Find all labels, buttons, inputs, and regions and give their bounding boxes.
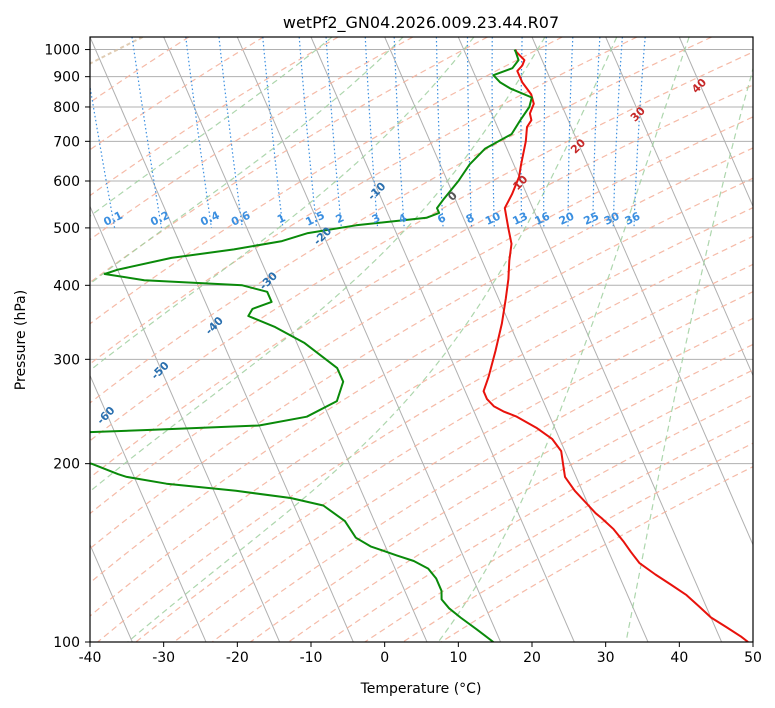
dry-adiabat bbox=[326, 394, 753, 642]
dry-adiabat bbox=[90, 37, 712, 404]
y-tick-label: 700 bbox=[53, 134, 80, 150]
moist-adiabat bbox=[127, 37, 618, 642]
isotherm-line bbox=[457, 37, 723, 642]
isotherm-line bbox=[90, 374, 207, 642]
mixing-ratio-line bbox=[298, 37, 318, 228]
y-tick-label: 100 bbox=[53, 635, 80, 651]
y-axis-title: Pressure (hPa) bbox=[13, 290, 29, 390]
mixing-ratio-label: 30 bbox=[602, 209, 622, 227]
mixing-ratio-label: 36 bbox=[623, 209, 643, 227]
y-tick-label: 200 bbox=[53, 457, 80, 473]
isotherm-line bbox=[90, 37, 354, 642]
temperature-profile bbox=[482, 49, 749, 642]
mixing-ratio-label: 25 bbox=[582, 210, 601, 228]
mixing-ratio-line bbox=[262, 37, 284, 228]
y-tick-label: 300 bbox=[53, 352, 80, 368]
y-tick-label: 900 bbox=[53, 70, 80, 86]
dry-adiabat bbox=[211, 317, 753, 642]
moist-adiabat bbox=[90, 37, 404, 285]
x-axis-title: Temperature (°C) bbox=[360, 681, 482, 697]
mixing-ratio-label: 16 bbox=[533, 209, 553, 227]
dry-adiabat bbox=[90, 177, 753, 584]
moist-adiabat bbox=[90, 37, 333, 217]
isotherm-line bbox=[236, 37, 502, 642]
dewpoint-profile bbox=[90, 49, 533, 642]
dry-adiabat bbox=[90, 84, 753, 479]
y-tick-label: 1000 bbox=[44, 43, 80, 59]
mixing-ratio-label: 13 bbox=[511, 210, 530, 228]
dry-adiabat bbox=[90, 51, 753, 442]
dry-adiabat bbox=[90, 37, 638, 365]
dry-adiabat bbox=[90, 116, 753, 515]
x-tick-label: -30 bbox=[152, 650, 175, 666]
dry-adiabat bbox=[90, 147, 753, 550]
isotherm-line bbox=[384, 37, 649, 642]
y-tick-label: 400 bbox=[53, 278, 80, 294]
mixing-ratio-line bbox=[218, 37, 243, 228]
moist-adiabat bbox=[437, 37, 690, 642]
dry-adiabat bbox=[90, 207, 753, 617]
y-tick-label: 500 bbox=[53, 221, 80, 237]
dry-adiabat bbox=[288, 369, 753, 642]
x-tick-label: 40 bbox=[670, 650, 688, 666]
x-tick-label: -20 bbox=[226, 650, 249, 666]
x-tick-label: -10 bbox=[300, 650, 323, 666]
dry-adiabat bbox=[90, 37, 339, 197]
dry-adiabat bbox=[90, 37, 563, 325]
moist-adiabat bbox=[625, 66, 753, 642]
x-tick-label: 50 bbox=[744, 650, 762, 666]
y-tick-label: 800 bbox=[53, 100, 80, 116]
chart-title: wetPf2_GN04.2026.009.23.44.R07 bbox=[283, 13, 559, 33]
dry-adiabat bbox=[90, 37, 414, 241]
x-tick-label: 30 bbox=[597, 650, 615, 666]
x-tick-label: 0 bbox=[380, 650, 389, 666]
dry-adiabat bbox=[173, 290, 753, 642]
isotherm-line bbox=[605, 37, 753, 377]
y-tick-label: 600 bbox=[53, 174, 80, 190]
isotherm-line bbox=[163, 37, 428, 642]
mixing-ratio-label: 20 bbox=[557, 209, 577, 227]
x-tick-label: -40 bbox=[79, 650, 102, 666]
isotherm-line bbox=[678, 37, 753, 208]
mixing-ratio-line bbox=[131, 37, 163, 229]
x-tick-label: 20 bbox=[523, 650, 541, 666]
mixing-ratio-line bbox=[325, 37, 342, 228]
dry-adiabat bbox=[135, 263, 753, 642]
plot-frame bbox=[89, 36, 754, 643]
mixing-ratio-line bbox=[185, 37, 213, 228]
moist-adiabat bbox=[90, 37, 475, 372]
x-tick-label: 10 bbox=[449, 650, 467, 666]
isotherm-line bbox=[90, 205, 281, 642]
mixing-ratio-label: 10 bbox=[483, 209, 503, 227]
